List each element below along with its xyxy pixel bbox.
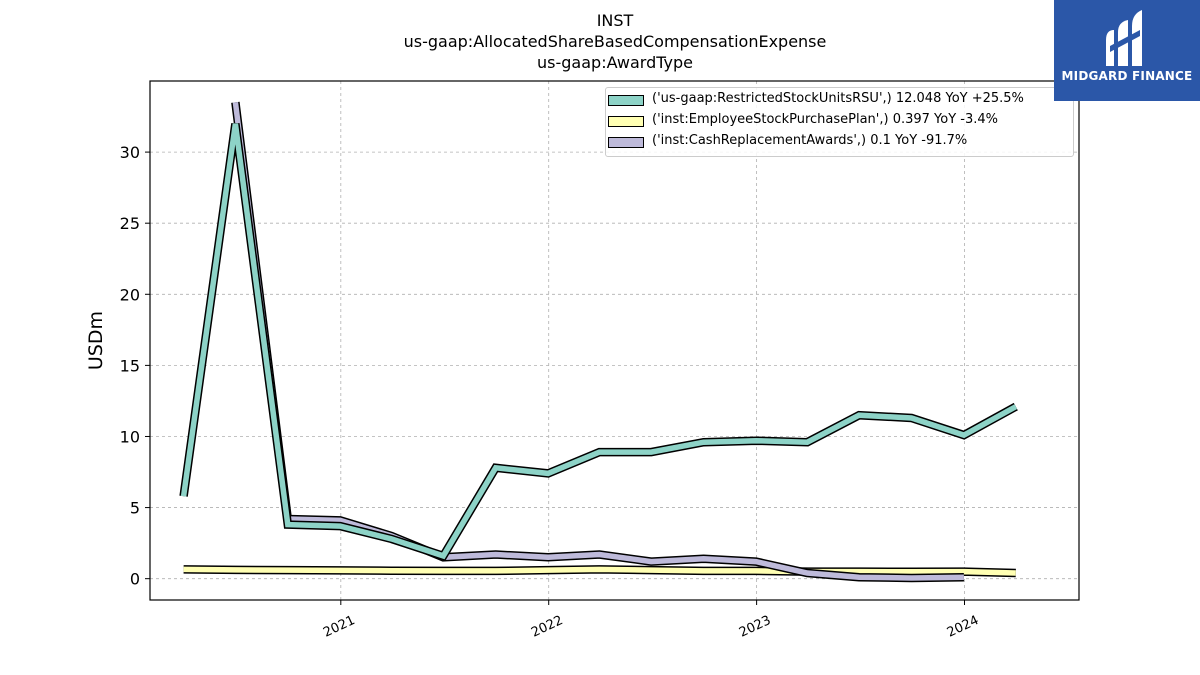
logo-text: MIDGARD FINANCE: [1061, 69, 1193, 83]
x-tick-label: 2021: [321, 613, 357, 641]
y-axis-label: USDm: [85, 311, 107, 370]
y-tick-label: 0: [130, 570, 140, 589]
series-line-outline-0: [179, 123, 1018, 562]
plot-frame: [149, 80, 1080, 601]
legend-swatch-espp: [608, 116, 644, 127]
x-tick-label: 2023: [737, 613, 773, 641]
legend-label-espp: ('inst:EmployeeStockPurchasePlan',) 0.39…: [652, 112, 999, 127]
chart-title: INST: [596, 11, 634, 30]
legend-swatch-rsu: [608, 95, 644, 106]
legend-label-cash: ('inst:CashReplacementAwards',) 0.1 YoY …: [652, 133, 968, 148]
y-tick-label: 15: [120, 356, 140, 375]
legend-label-rsu: ('us-gaap:RestrictedStockUnitsRSU',) 12.…: [652, 91, 1024, 106]
logo-mark-icon: [1106, 10, 1142, 66]
y-tick-label: 5: [130, 499, 140, 518]
legend-swatch-cash: [608, 137, 644, 148]
y-tick-label: 25: [120, 214, 140, 233]
y-tick-label: 30: [120, 143, 140, 162]
x-tick-label: 2024: [945, 613, 981, 641]
series-line-1: [183, 566, 1016, 576]
midgard-finance-logo: MIDGARD FINANCE: [1054, 0, 1200, 101]
legend-item-cash: ('inst:CashReplacementAwards',) 0.1 YoY …: [606, 132, 1073, 152]
legend-item-espp: ('inst:EmployeeStockPurchasePlan',) 0.39…: [606, 111, 1073, 131]
y-tick-label: 10: [120, 427, 140, 446]
legend-item-rsu: ('us-gaap:RestrictedStockUnitsRSU',) 12.…: [606, 90, 1073, 110]
x-tick-label: 2022: [529, 613, 565, 641]
legend: ('us-gaap:RestrictedStockUnitsRSU',) 12.…: [605, 87, 1074, 157]
series-line-2: [232, 101, 964, 581]
chart-subtitle-2: us-gaap:AwardType: [537, 53, 693, 72]
series-line-outline-2: [231, 101, 964, 583]
series-line-0: [180, 123, 1018, 560]
y-tick-label: 20: [120, 285, 140, 304]
chart-subtitle-1: us-gaap:AllocatedShareBasedCompensationE…: [403, 32, 827, 51]
